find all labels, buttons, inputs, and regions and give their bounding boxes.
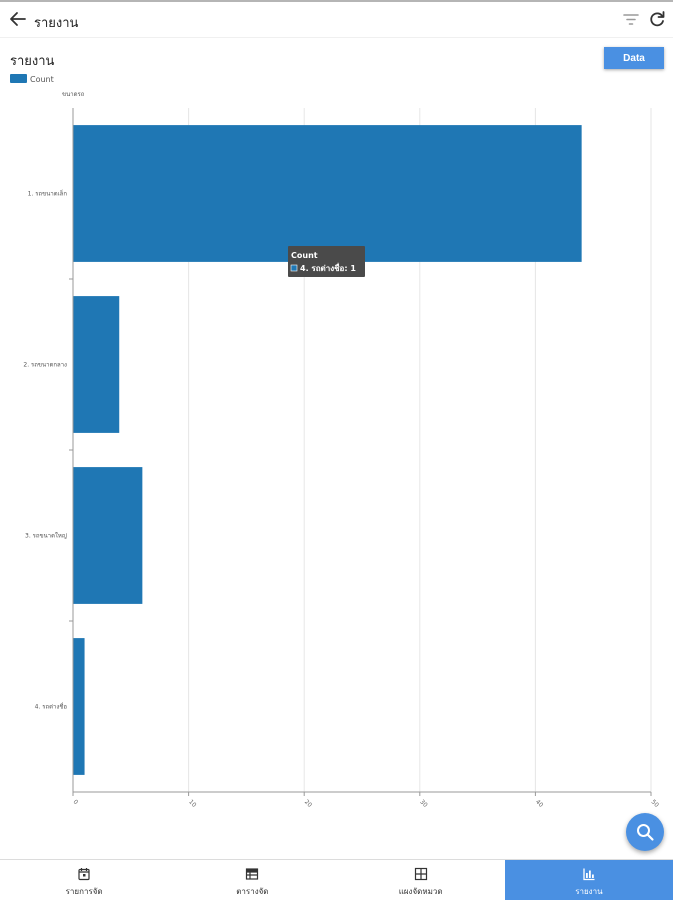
table-icon [246, 868, 259, 880]
arrow-left-icon[interactable] [6, 7, 30, 31]
nav-label: รายการจัด [65, 887, 103, 896]
nav-label: แผงจัดหมวด [398, 887, 443, 896]
bar-chart: Count ขนาดรถ 0 10 20 30 40 50 1. รถขนาดเล็ก 2. … [10, 74, 660, 809]
tooltip-title: Count [291, 251, 318, 260]
nav-item-timetable[interactable]: ตารางจัด [168, 860, 336, 900]
tooltip-background [288, 246, 365, 277]
nav-item-report[interactable]: รายงาน [504, 860, 673, 900]
nav-label: รายงาน [575, 887, 603, 896]
app-bar: รายงาน [0, 2, 673, 38]
search-icon [637, 824, 654, 841]
x-tick-label: 0 [72, 798, 80, 806]
report-title: รายงาน [10, 54, 55, 69]
bar-chart-icon [583, 868, 595, 881]
y-tick-label: 4. รถต่างชื่อ [35, 703, 68, 711]
nav-item-category-board[interactable]: แผงจัดหมวด [337, 860, 505, 900]
x-tick-label: 10 [187, 798, 197, 808]
tooltip-text: 4. รถต่างชื่อ: 1 [300, 262, 356, 273]
bar[interactable] [73, 467, 143, 604]
y-axis-title: ขนาดรถ [62, 91, 85, 98]
refresh-icon[interactable] [646, 8, 668, 30]
y-tick-label: 2. รถขนาดกลาง [23, 362, 67, 369]
nav-label: ตารางจัด [236, 887, 269, 896]
legend-label[interactable]: Count [30, 75, 54, 84]
bar[interactable] [73, 296, 120, 433]
y-tick-label: 3. รถขนาดใหญ่ [25, 532, 67, 540]
bar[interactable] [73, 125, 582, 262]
grid-icon [414, 867, 427, 881]
y-tick-label: 1. รถขนาดเล็ก [28, 189, 68, 198]
bottom-navigation: รายการจัด ตารางจัด แผงจัดหมวด รายงาน [0, 859, 673, 900]
legend-swatch [10, 74, 27, 83]
calendar-icon [78, 868, 90, 881]
nav-item-schedule-list[interactable]: รายการจัด [0, 860, 168, 900]
data-button[interactable]: Data [604, 47, 664, 69]
search-fab[interactable] [626, 813, 664, 851]
x-tick-label: 30 [418, 798, 428, 808]
chart-tooltip: Count 4. รถต่างชื่อ: 1 [288, 246, 365, 277]
bar[interactable] [73, 638, 85, 775]
x-tick-label: 20 [303, 798, 313, 808]
top-divider [0, 0, 673, 2]
app-bar-title: รายงาน [34, 16, 79, 31]
x-tick-label: 40 [534, 798, 544, 808]
tooltip-swatch [290, 264, 298, 272]
x-tick-label: 50 [650, 798, 660, 808]
filter-icon[interactable] [621, 10, 641, 30]
